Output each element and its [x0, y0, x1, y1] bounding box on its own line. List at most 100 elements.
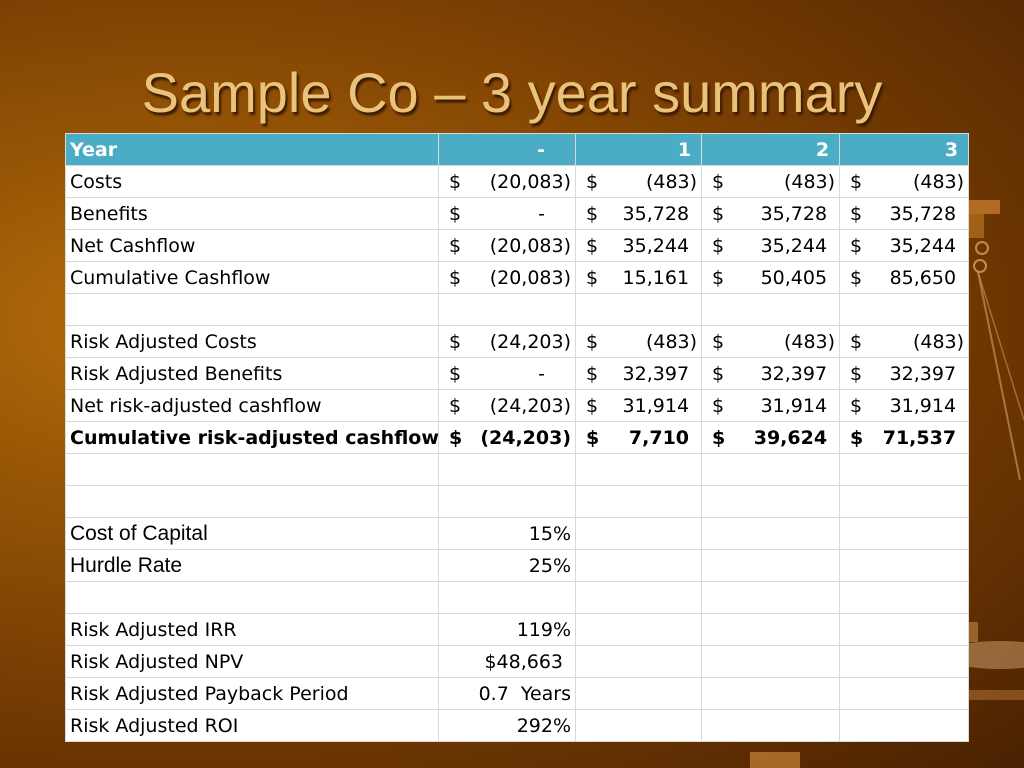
- currency-sign: $: [839, 421, 876, 454]
- blank-row: [65, 485, 970, 518]
- currency-sign: $: [438, 261, 475, 294]
- value-cell: (483): [875, 165, 970, 198]
- row-cost-of-capital: Cost of Capital 15%: [65, 517, 970, 550]
- metric-value: 292%: [437, 709, 577, 742]
- value-cell: (483): [611, 325, 703, 358]
- currency-sign: $: [701, 325, 738, 358]
- currency-sign: $: [438, 389, 475, 422]
- header-year-3: 3: [839, 133, 970, 166]
- metric-value: 0.7 Years: [437, 677, 577, 710]
- currency-sign: $: [839, 165, 876, 198]
- value-cell: (24,203): [474, 325, 577, 358]
- row-risk-adjusted-roi: Risk Adjusted ROI 292%: [65, 709, 970, 742]
- rate-value: 25%: [437, 549, 577, 582]
- currency-sign: $: [839, 389, 876, 422]
- value-cell: 35,728: [875, 197, 970, 230]
- currency-sign: $: [438, 229, 475, 262]
- blank-row: [65, 581, 970, 614]
- row-label: Cumulative Cashflow: [65, 261, 439, 294]
- row-cumulative-cashflow: Cumulative Cashflow $ (20,083) $ 15,161 …: [65, 261, 970, 294]
- metric-label: Risk Adjusted ROI: [65, 709, 439, 742]
- value-cell: 31,914: [737, 389, 841, 422]
- value-cell: (483): [875, 325, 970, 358]
- value-cell: 50,405: [737, 261, 841, 294]
- blank-row: [65, 453, 970, 486]
- spacer-row: [65, 293, 970, 326]
- currency-sign: $: [839, 229, 876, 262]
- currency-sign: $: [438, 197, 475, 230]
- value-cell: (20,083): [474, 165, 577, 198]
- value-cell: 31,914: [611, 389, 703, 422]
- currency-sign: $: [701, 357, 738, 390]
- row-label: Net Cashflow: [65, 229, 439, 262]
- rate-value: 15%: [437, 517, 577, 550]
- currency-sign: $: [701, 165, 738, 198]
- currency-sign: $: [575, 197, 612, 230]
- value-cell: 35,244: [875, 229, 970, 262]
- rate-label: Cost of Capital: [65, 517, 439, 550]
- value-cell: (24,203): [474, 389, 577, 422]
- row-risk-adjusted-payback: Risk Adjusted Payback Period 0.7 Years: [65, 677, 970, 710]
- value-cell: 32,397: [611, 357, 703, 390]
- row-cumulative-risk-adjusted-cashflow: Cumulative risk-adjusted cashflow $ (24,…: [65, 421, 970, 454]
- row-costs: Costs $ (20,083) $ (483) $ (483) $ (483): [65, 165, 970, 198]
- value-cell: 35,244: [611, 229, 703, 262]
- value-cell: (483): [737, 325, 841, 358]
- value-cell: (20,083): [474, 229, 577, 262]
- summary-table: Year - 1 2 3 Costs $ (20,083) $ (483) $ …: [65, 133, 970, 742]
- currency-sign: $: [438, 357, 475, 390]
- value-cell: 35,728: [611, 197, 703, 230]
- row-label: Net risk-adjusted cashflow: [65, 389, 439, 422]
- currency-sign: $: [701, 421, 738, 454]
- currency-sign: $: [839, 197, 876, 230]
- header-year: Year: [65, 133, 439, 166]
- value-cell: 32,397: [737, 357, 841, 390]
- rate-label: Hurdle Rate: [65, 549, 439, 582]
- row-net-cashflow: Net Cashflow $ (20,083) $ 35,244 $ 35,24…: [65, 229, 970, 262]
- row-risk-adjusted-benefits: Risk Adjusted Benefits $ - $ 32,397 $ 32…: [65, 357, 970, 390]
- value-cell: (483): [737, 165, 841, 198]
- row-risk-adjusted-costs: Risk Adjusted Costs $ (24,203) $ (483) $…: [65, 325, 970, 358]
- row-label: Benefits: [65, 197, 439, 230]
- row-label: Risk Adjusted Benefits: [65, 357, 439, 390]
- value-cell: (20,083): [474, 261, 577, 294]
- currency-sign: $: [701, 261, 738, 294]
- value-cell: 35,728: [737, 197, 841, 230]
- currency-sign: $: [701, 229, 738, 262]
- currency-sign: $: [839, 357, 876, 390]
- metric-value: $48,663: [437, 645, 577, 678]
- currency-sign: $: [701, 389, 738, 422]
- header-row: Year - 1 2 3: [65, 133, 970, 166]
- row-label: Costs: [65, 165, 439, 198]
- currency-sign: $: [575, 229, 612, 262]
- currency-sign: $: [438, 165, 475, 198]
- currency-sign: $: [701, 197, 738, 230]
- currency-sign: $: [575, 357, 612, 390]
- row-label: Risk Adjusted Costs: [65, 325, 439, 358]
- metric-label: Risk Adjusted IRR: [65, 613, 439, 646]
- value-cell: 85,650: [875, 261, 970, 294]
- value-cell: -: [474, 197, 577, 230]
- metric-label: Risk Adjusted NPV: [65, 645, 439, 678]
- currency-sign: $: [839, 325, 876, 358]
- currency-sign: $: [575, 261, 612, 294]
- value-cell: 15,161: [611, 261, 703, 294]
- slide-title: Sample Co – 3 year summary: [141, 61, 883, 124]
- row-risk-adjusted-irr: Risk Adjusted IRR 119%: [65, 613, 970, 646]
- row-hurdle-rate: Hurdle Rate 25%: [65, 549, 970, 582]
- metric-label: Risk Adjusted Payback Period: [65, 677, 439, 710]
- value-cell: 35,244: [737, 229, 841, 262]
- value-cell: 7,710: [611, 421, 703, 454]
- currency-sign: $: [575, 389, 612, 422]
- currency-sign: $: [438, 421, 475, 454]
- metric-value: 119%: [437, 613, 577, 646]
- currency-sign: $: [839, 261, 876, 294]
- row-risk-adjusted-npv: Risk Adjusted NPV $48,663: [65, 645, 970, 678]
- value-cell: -: [474, 357, 577, 390]
- currency-sign: $: [575, 325, 612, 358]
- value-cell: (24,203): [474, 421, 577, 454]
- row-label: Cumulative risk-adjusted cashflow: [65, 421, 439, 454]
- currency-sign: $: [438, 325, 475, 358]
- header-year-2: 2: [701, 133, 841, 166]
- currency-sign: $: [575, 421, 612, 454]
